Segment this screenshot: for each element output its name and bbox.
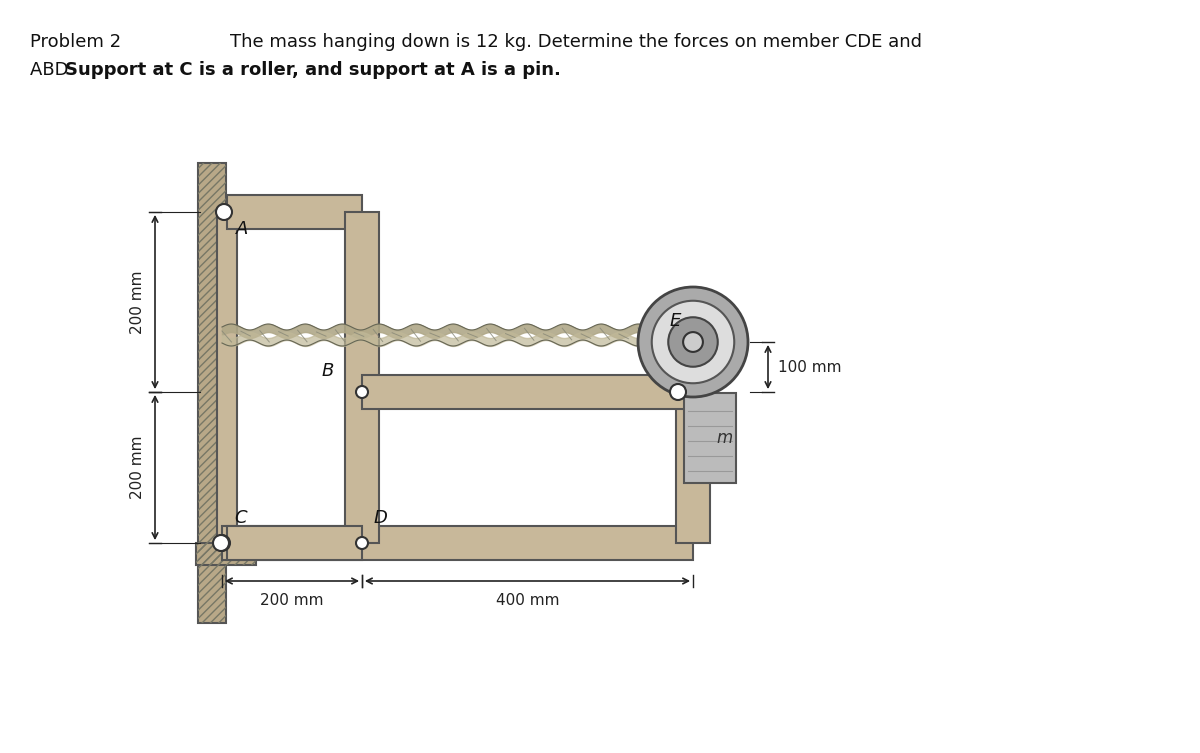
Bar — [196, 543, 256, 565]
Polygon shape — [676, 342, 710, 543]
Text: E: E — [670, 312, 682, 330]
Text: The mass hanging down is 12 kg. Determine the forces on member CDE and: The mass hanging down is 12 kg. Determin… — [230, 33, 922, 51]
Text: 200 mm: 200 mm — [130, 270, 145, 334]
Text: m: m — [716, 429, 732, 447]
Polygon shape — [346, 212, 379, 543]
Circle shape — [670, 384, 686, 400]
Bar — [684, 393, 736, 483]
Text: 200 mm: 200 mm — [260, 593, 324, 608]
Text: D: D — [374, 509, 388, 527]
Text: 400 mm: 400 mm — [496, 593, 559, 608]
Bar — [198, 163, 226, 623]
Circle shape — [214, 535, 229, 551]
Text: A: A — [236, 220, 248, 238]
Bar — [196, 543, 256, 565]
Bar — [198, 163, 226, 623]
Circle shape — [638, 287, 748, 397]
Circle shape — [214, 535, 230, 551]
Polygon shape — [222, 526, 694, 560]
Circle shape — [216, 204, 232, 220]
Text: 100 mm: 100 mm — [778, 359, 841, 374]
Polygon shape — [227, 195, 362, 229]
Text: Problem 2: Problem 2 — [30, 33, 121, 51]
Text: B: B — [322, 362, 334, 380]
Text: Support at C is a roller, and support at A is a pin.: Support at C is a roller, and support at… — [65, 61, 560, 79]
Text: ABD.: ABD. — [30, 61, 80, 79]
Polygon shape — [217, 212, 238, 543]
Circle shape — [652, 300, 734, 383]
Circle shape — [683, 332, 703, 352]
Circle shape — [668, 317, 718, 367]
Circle shape — [356, 386, 368, 398]
Polygon shape — [362, 375, 694, 409]
Polygon shape — [227, 526, 362, 560]
Text: C: C — [234, 509, 247, 527]
Circle shape — [356, 537, 368, 549]
Text: 200 mm: 200 mm — [130, 436, 145, 499]
